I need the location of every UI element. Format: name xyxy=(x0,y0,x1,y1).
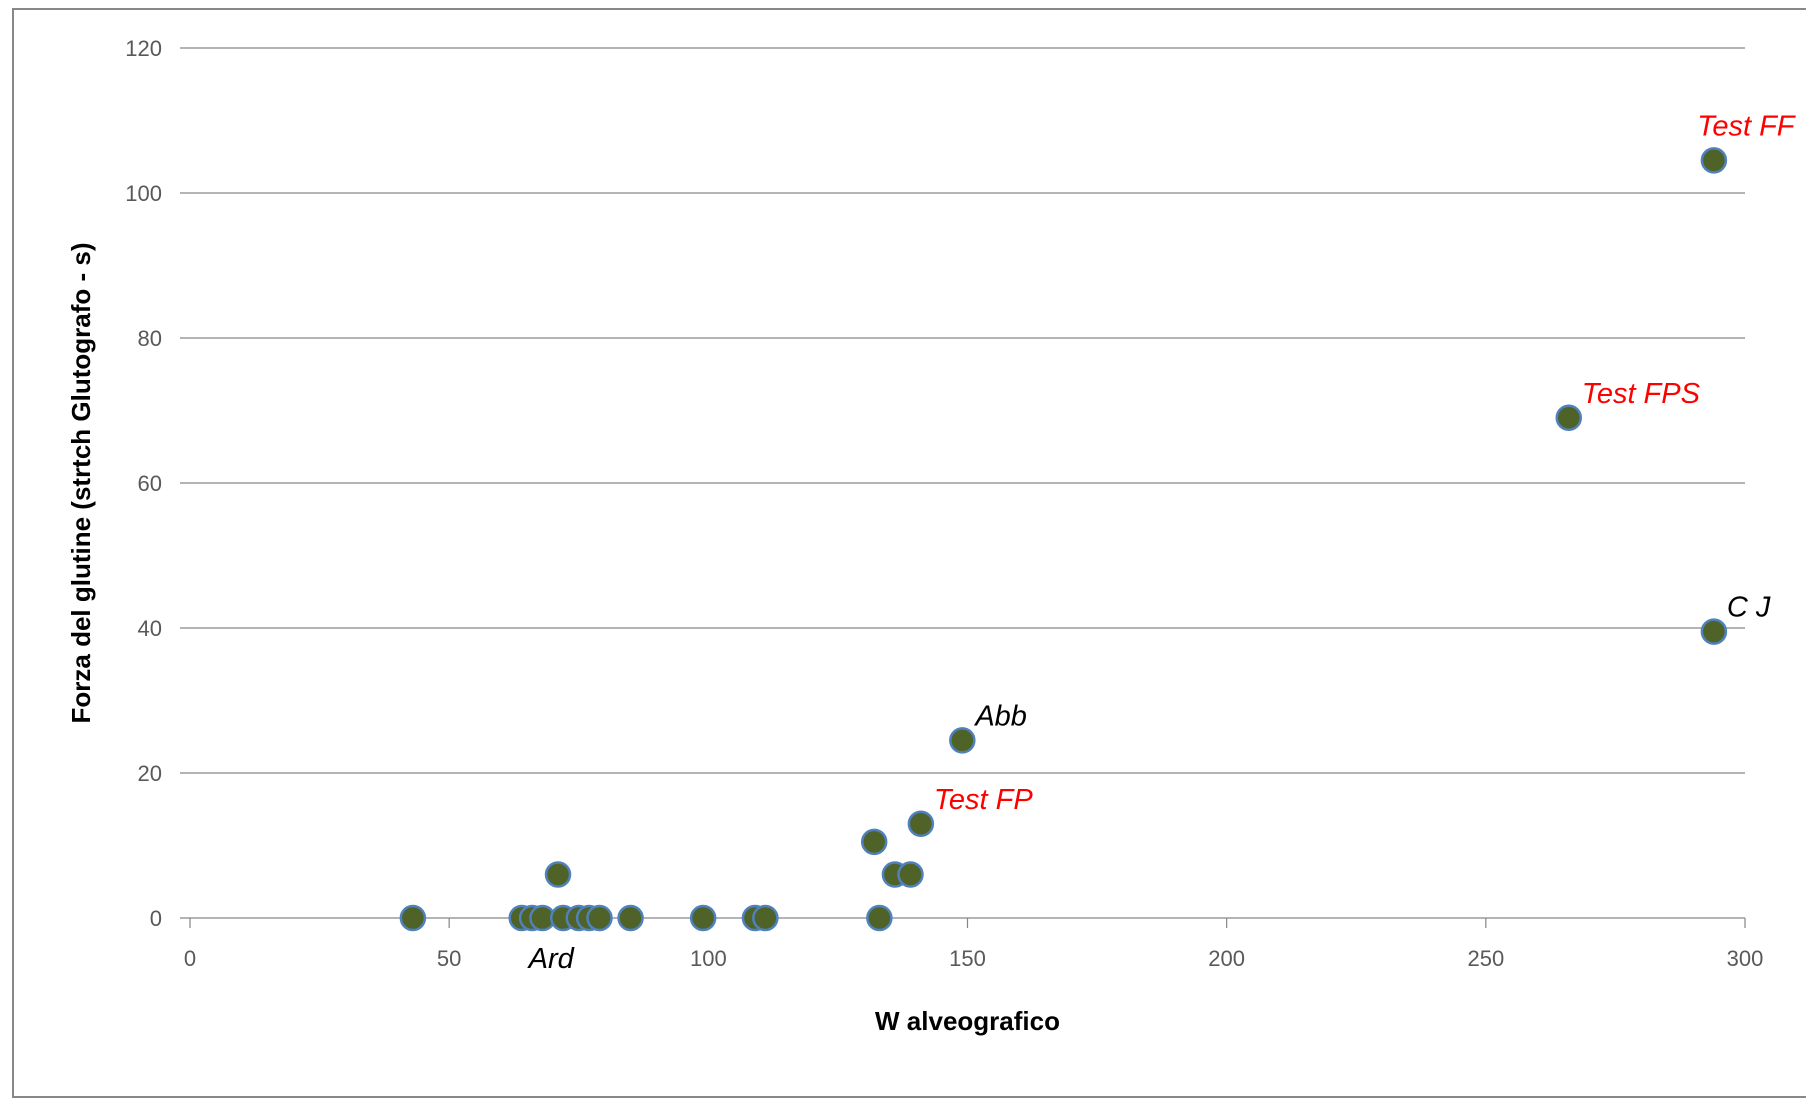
x-axis-ticks: 0 50 100 150 200 250 300 xyxy=(184,918,1763,971)
data-point xyxy=(617,904,644,932)
y-tick-label: 80 xyxy=(138,326,162,351)
data-point xyxy=(689,904,717,932)
y-tick-label: 120 xyxy=(125,36,162,61)
chart-frame xyxy=(12,8,1806,1098)
x-tick-label: 100 xyxy=(690,946,727,971)
x-tick-label: 200 xyxy=(1208,946,1245,971)
data-point xyxy=(1700,618,1728,645)
data-points xyxy=(399,147,1728,932)
x-tick-label: 0 xyxy=(184,946,196,971)
x-tick-label: 150 xyxy=(949,946,986,971)
point-annotation-label: Abb xyxy=(973,700,1027,732)
y-tick-label: 40 xyxy=(138,616,162,641)
data-point xyxy=(1555,404,1583,431)
y-tick-label: 20 xyxy=(138,761,162,786)
point-annotations: Test FF Test FPS C J Abb Test FP Ard xyxy=(527,110,1797,975)
data-point xyxy=(752,904,779,932)
data-point xyxy=(949,727,976,754)
data-point xyxy=(897,861,924,888)
x-tick-label: 50 xyxy=(437,946,461,971)
point-annotation-label: Test FF xyxy=(1697,110,1797,142)
y-tick-label: 100 xyxy=(125,181,162,206)
y-axis-title: Forza del glutine (strtch Glutografo - s… xyxy=(66,243,96,724)
point-annotation-label: Test FPS xyxy=(1582,378,1701,410)
data-point xyxy=(866,904,893,932)
point-annotation-label: Ard xyxy=(527,943,575,975)
point-annotation-label: C J xyxy=(1727,592,1771,624)
y-tick-label: 0 xyxy=(150,906,162,931)
data-point xyxy=(860,828,888,856)
gridlines xyxy=(180,47,1745,919)
data-point xyxy=(907,810,935,837)
x-tick-label: 300 xyxy=(1727,946,1764,971)
y-tick-label: 60 xyxy=(138,471,162,496)
x-axis-title: W alveografico xyxy=(875,1006,1060,1036)
data-point xyxy=(586,904,613,932)
x-tick-label: 250 xyxy=(1467,946,1504,971)
data-point xyxy=(399,904,427,932)
y-axis-ticks: 0 20 40 60 80 100 120 xyxy=(125,36,162,931)
data-point xyxy=(544,861,572,888)
point-annotation-label: Test FP xyxy=(934,784,1034,816)
data-point xyxy=(1700,147,1728,174)
